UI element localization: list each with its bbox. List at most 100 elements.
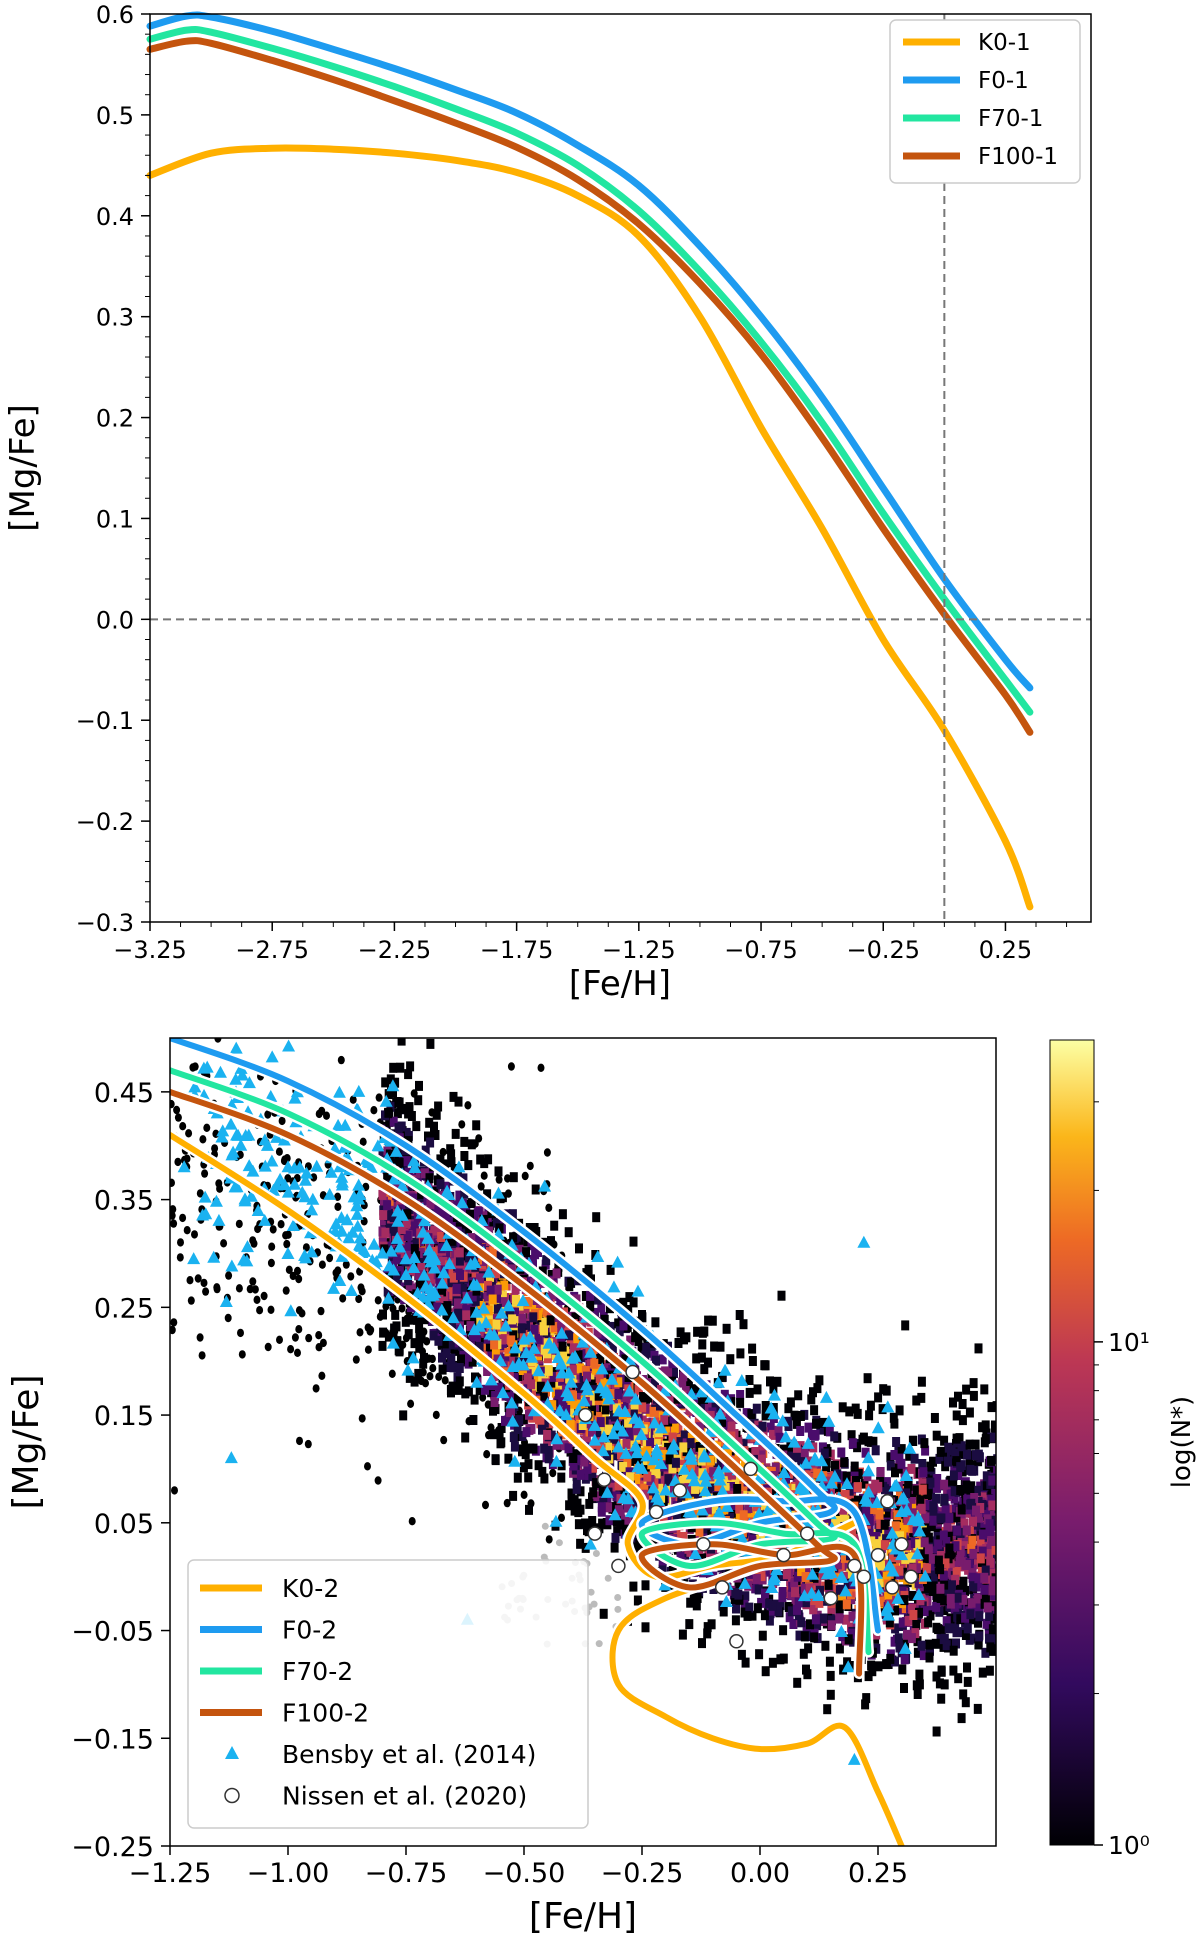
density-bin [415, 1323, 424, 1334]
density-bin [729, 1500, 738, 1511]
density-bin [509, 1432, 518, 1443]
density-bin [495, 1223, 504, 1234]
density-bin [392, 1097, 401, 1108]
density-bin [538, 1424, 546, 1435]
density-bin [567, 1488, 576, 1499]
density-point [215, 1002, 222, 1010]
density-bin [468, 1356, 477, 1367]
density-bin [1001, 1557, 1009, 1567]
density-bin [845, 1485, 854, 1496]
density-bin [698, 1638, 706, 1649]
density-bin [381, 1227, 390, 1238]
top-y-tick-label: −0.2 [76, 808, 134, 836]
density-bin [638, 1402, 647, 1413]
top-legend-label: K0-1 [978, 30, 1031, 56]
density-bin [716, 1341, 725, 1352]
density-bin [678, 1377, 687, 1388]
density-bin [470, 1331, 479, 1342]
density-point [323, 1111, 330, 1120]
density-bin [915, 1669, 924, 1680]
density-bin [440, 1159, 449, 1170]
density-bin [933, 1474, 942, 1484]
density-point [495, 1175, 503, 1184]
density-bin [988, 1576, 996, 1587]
density-bin [631, 1542, 640, 1552]
density-bin [747, 1409, 756, 1420]
density-point [287, 1345, 295, 1354]
density-bin [847, 1628, 856, 1639]
density-bin [973, 1703, 982, 1714]
density-point [203, 1123, 211, 1132]
density-bin [471, 1372, 479, 1383]
density-bin [800, 1447, 809, 1458]
density-bin [540, 1443, 549, 1454]
density-bin [961, 1531, 970, 1542]
density-bin [795, 1630, 804, 1641]
density-bin [451, 1258, 460, 1269]
density-bin [807, 1430, 816, 1440]
density-bin [844, 1634, 853, 1645]
density-bin [447, 1353, 456, 1364]
density-bin [829, 1574, 838, 1585]
density-bin [816, 1585, 824, 1596]
density-bin [791, 1587, 799, 1598]
density-bin [425, 1117, 434, 1128]
density-point [435, 1372, 443, 1381]
density-point [198, 1351, 206, 1360]
density-bin [956, 1448, 965, 1459]
density-bin [544, 1445, 553, 1456]
density-bin [698, 1553, 707, 1564]
density-bin [952, 1410, 961, 1421]
density-bin [415, 1169, 424, 1180]
density-bin [522, 1320, 531, 1331]
density-bin [495, 1382, 504, 1393]
density-bin [523, 1373, 532, 1384]
density-bin [611, 1532, 620, 1543]
density-bin [485, 1341, 494, 1352]
density-bin [379, 1309, 387, 1320]
density-bin [581, 1291, 590, 1301]
density-bin [430, 1121, 438, 1132]
density-point [174, 1157, 182, 1167]
density-bin [918, 1478, 927, 1489]
top-legend-label: F0-1 [978, 68, 1029, 94]
density-point [355, 1294, 363, 1304]
density-bin [1000, 1530, 1008, 1540]
density-bin [485, 1220, 494, 1231]
density-bin [467, 1198, 476, 1209]
density-bin [942, 1640, 951, 1651]
density-point [264, 1110, 272, 1119]
density-bin [935, 1453, 944, 1464]
density-point [267, 1258, 275, 1268]
density-bin [462, 1265, 471, 1276]
density-bin [414, 1368, 423, 1379]
density-bin [748, 1610, 757, 1621]
density-bin [951, 1448, 960, 1459]
density-bin [765, 1615, 774, 1626]
density-bin [476, 1154, 485, 1165]
density-point [342, 1260, 350, 1269]
density-bin [588, 1492, 596, 1503]
density-bin [809, 1604, 818, 1615]
density-bin [633, 1595, 642, 1606]
density-bin [648, 1499, 657, 1510]
density-bin [684, 1377, 693, 1388]
density-bin [737, 1649, 746, 1660]
density-point [171, 1486, 178, 1495]
density-bin [438, 1208, 447, 1219]
density-bin [593, 1430, 602, 1441]
density-bin [404, 1242, 413, 1253]
density-bin [621, 1524, 630, 1535]
density-bin [732, 1603, 740, 1614]
density-point [504, 1174, 511, 1183]
density-bin [873, 1539, 881, 1550]
density-bin [419, 1247, 428, 1258]
density-bin [593, 1294, 602, 1305]
density-bin [908, 1590, 917, 1601]
top-x-tick-label: −2.75 [235, 936, 309, 964]
density-bin [681, 1549, 690, 1560]
density-bin [745, 1375, 754, 1385]
density-bin [447, 1157, 456, 1168]
density-bin [637, 1343, 646, 1354]
density-bin [528, 1255, 537, 1265]
